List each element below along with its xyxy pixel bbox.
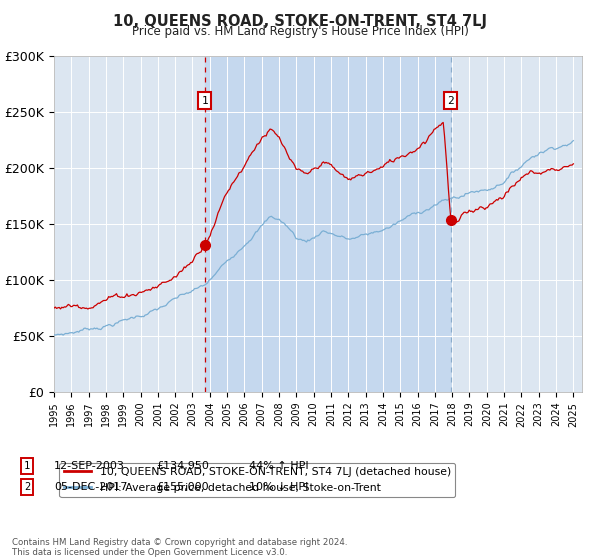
Text: 1: 1: [202, 96, 208, 106]
Text: £155,000: £155,000: [156, 482, 209, 492]
Text: 2: 2: [24, 482, 30, 492]
Text: 44% ↑ HPI: 44% ↑ HPI: [249, 461, 308, 471]
Text: £134,950: £134,950: [156, 461, 209, 471]
Text: 10% ↓ HPI: 10% ↓ HPI: [249, 482, 308, 492]
Text: 12-SEP-2003: 12-SEP-2003: [54, 461, 125, 471]
Text: 10, QUEENS ROAD, STOKE-ON-TRENT, ST4 7LJ: 10, QUEENS ROAD, STOKE-ON-TRENT, ST4 7LJ: [113, 14, 487, 29]
Text: 1: 1: [24, 461, 30, 471]
Text: Contains HM Land Registry data © Crown copyright and database right 2024.
This d: Contains HM Land Registry data © Crown c…: [12, 538, 347, 557]
Text: 2: 2: [448, 96, 454, 106]
Legend: 10, QUEENS ROAD, STOKE-ON-TRENT, ST4 7LJ (detached house), HPI: Average price, d: 10, QUEENS ROAD, STOKE-ON-TRENT, ST4 7LJ…: [59, 463, 455, 497]
Text: 05-DEC-2017: 05-DEC-2017: [54, 482, 128, 492]
Text: Price paid vs. HM Land Registry's House Price Index (HPI): Price paid vs. HM Land Registry's House …: [131, 25, 469, 38]
Bar: [205, 56, 451, 392]
